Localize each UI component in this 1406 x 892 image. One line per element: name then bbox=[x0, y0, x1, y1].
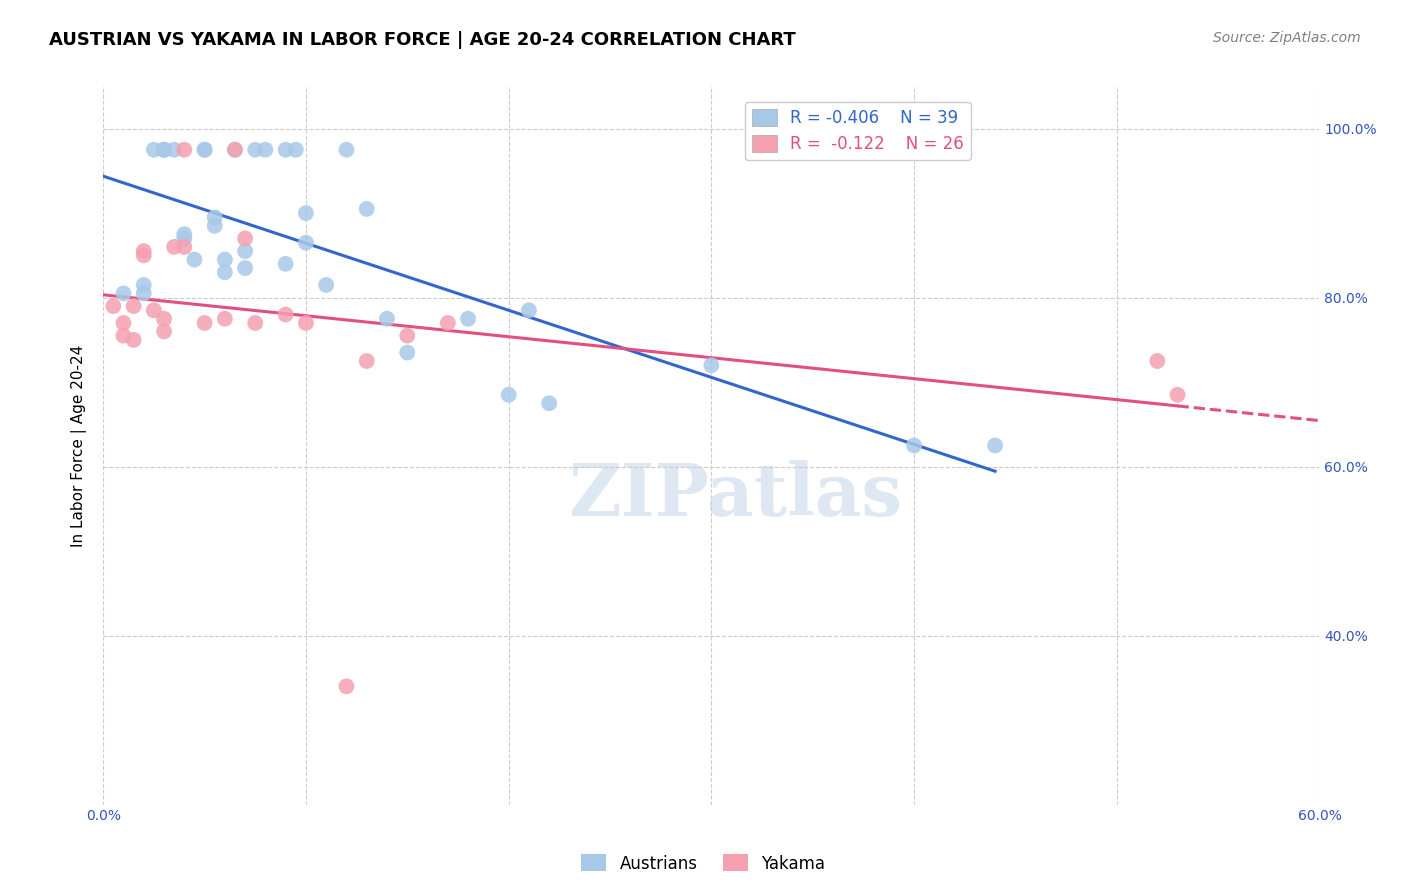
Legend: R = -0.406    N = 39, R =  -0.122    N = 26: R = -0.406 N = 39, R = -0.122 N = 26 bbox=[745, 102, 970, 160]
Point bbox=[224, 143, 246, 157]
Point bbox=[356, 202, 378, 216]
Point bbox=[245, 143, 267, 157]
Point bbox=[142, 303, 165, 318]
Point bbox=[103, 299, 125, 313]
Point bbox=[903, 438, 925, 452]
Point bbox=[112, 328, 135, 343]
Point bbox=[132, 244, 155, 259]
Point bbox=[295, 206, 318, 220]
Point bbox=[163, 240, 186, 254]
Text: Source: ZipAtlas.com: Source: ZipAtlas.com bbox=[1213, 31, 1361, 45]
Legend: Austrians, Yakama: Austrians, Yakama bbox=[575, 847, 831, 880]
Point bbox=[214, 265, 236, 279]
Point bbox=[122, 333, 145, 347]
Point bbox=[112, 316, 135, 330]
Point bbox=[274, 308, 297, 322]
Point bbox=[193, 316, 215, 330]
Point bbox=[396, 328, 419, 343]
Point bbox=[538, 396, 561, 410]
Point bbox=[204, 219, 226, 233]
Point bbox=[183, 252, 205, 267]
Point bbox=[356, 354, 378, 368]
Point bbox=[295, 235, 318, 250]
Point bbox=[193, 143, 215, 157]
Point bbox=[173, 231, 195, 245]
Point bbox=[173, 143, 195, 157]
Point bbox=[375, 311, 398, 326]
Point bbox=[315, 277, 337, 292]
Point bbox=[132, 248, 155, 262]
Point bbox=[153, 143, 176, 157]
Point bbox=[284, 143, 307, 157]
Point bbox=[274, 257, 297, 271]
Point bbox=[153, 143, 176, 157]
Point bbox=[254, 143, 277, 157]
Point bbox=[163, 143, 186, 157]
Point bbox=[335, 143, 357, 157]
Y-axis label: In Labor Force | Age 20-24: In Labor Force | Age 20-24 bbox=[72, 344, 87, 547]
Point bbox=[245, 316, 267, 330]
Point bbox=[112, 286, 135, 301]
Point bbox=[233, 260, 256, 275]
Point bbox=[498, 388, 520, 402]
Point bbox=[153, 325, 176, 339]
Point bbox=[214, 311, 236, 326]
Point bbox=[1146, 354, 1168, 368]
Point bbox=[335, 679, 357, 693]
Point bbox=[173, 240, 195, 254]
Point bbox=[517, 303, 540, 318]
Point bbox=[132, 286, 155, 301]
Point bbox=[437, 316, 460, 330]
Point bbox=[233, 231, 256, 245]
Point bbox=[214, 252, 236, 267]
Point bbox=[153, 311, 176, 326]
Point bbox=[274, 143, 297, 157]
Point bbox=[122, 299, 145, 313]
Point bbox=[204, 211, 226, 225]
Text: ZIPatlas: ZIPatlas bbox=[568, 460, 903, 532]
Point bbox=[233, 244, 256, 259]
Point bbox=[193, 143, 215, 157]
Point bbox=[984, 438, 1007, 452]
Point bbox=[1167, 388, 1189, 402]
Text: AUSTRIAN VS YAKAMA IN LABOR FORCE | AGE 20-24 CORRELATION CHART: AUSTRIAN VS YAKAMA IN LABOR FORCE | AGE … bbox=[49, 31, 796, 49]
Point bbox=[153, 143, 176, 157]
Point bbox=[142, 143, 165, 157]
Point bbox=[396, 345, 419, 359]
Point bbox=[224, 143, 246, 157]
Point bbox=[457, 311, 479, 326]
Point bbox=[700, 358, 723, 372]
Point bbox=[295, 316, 318, 330]
Point bbox=[132, 277, 155, 292]
Point bbox=[173, 227, 195, 242]
